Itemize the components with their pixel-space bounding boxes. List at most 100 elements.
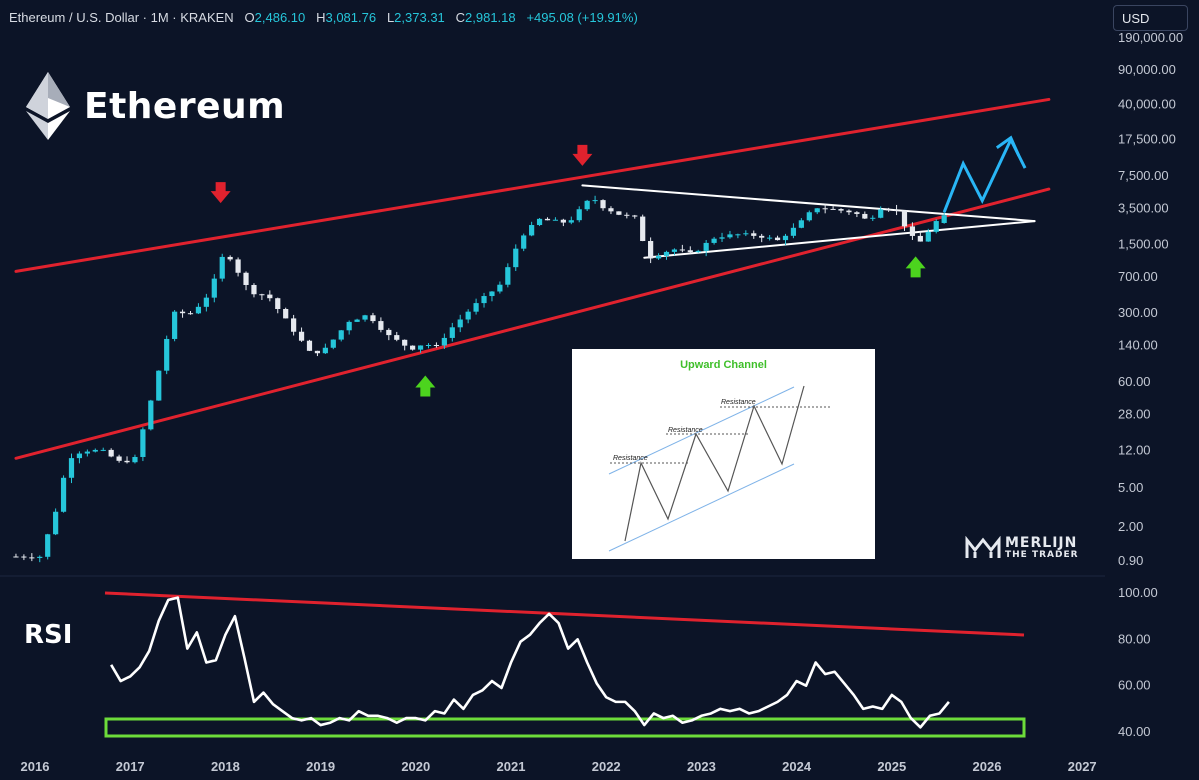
price-axis[interactable]: 190,000.00 90,000.00 40,000.00 17,500.00 7,5… (1118, 30, 1183, 568)
candle-body (449, 327, 455, 338)
high-value: 3,081.76 (325, 10, 377, 25)
candle-body (481, 296, 487, 304)
rsi-axis[interactable]: 100.00 80.00 60.00 40.00 (1118, 585, 1158, 739)
candle-body (711, 238, 717, 243)
candle-body (648, 241, 654, 259)
candle-body (941, 215, 947, 223)
ohlc-header: Ethereum / U.S. Dollar · 1M · KRAKEN O2,… (9, 10, 638, 25)
candle-body (306, 340, 313, 351)
currency-button[interactable]: USD (1113, 5, 1188, 31)
candle-body (179, 311, 186, 314)
time-tick-label: 2027 (1068, 759, 1097, 774)
triangle-upper-line (581, 184, 1036, 223)
candle-body (505, 267, 511, 285)
upward-channel-inset: Upward Channel Resistance Resistance Res… (572, 349, 875, 559)
overlay-annotations[interactable] (210, 135, 1027, 397)
price-tick-label: 140.00 (1118, 338, 1158, 353)
symbol-label[interactable]: Ethereum / U.S. Dollar · 1M · KRAKEN (9, 10, 234, 25)
watermark-line2: THE TRADER (1005, 550, 1079, 560)
close-label: C (455, 10, 466, 25)
candle-body (410, 345, 416, 350)
candle-body (560, 219, 566, 223)
candle-body (878, 209, 884, 218)
candle-body (338, 330, 344, 340)
candle-body (370, 315, 376, 322)
candle-body (441, 337, 447, 346)
rsi-trendline (104, 591, 1025, 637)
candle-body (806, 212, 812, 221)
price-tick-label: 5.00 (1118, 480, 1143, 495)
candle-body (291, 318, 297, 332)
candle-body (354, 319, 360, 322)
brand-name: Ethereum (84, 85, 286, 127)
time-tick-label: 2024 (782, 759, 812, 774)
rsi-tick-label: 100.00 (1118, 585, 1158, 600)
candle-body (124, 460, 130, 463)
candle-body (473, 303, 479, 312)
price-tick-label: 7,500.00 (1118, 168, 1169, 183)
trendline-annotations[interactable] (14, 97, 1051, 460)
price-tick-label: 0.90 (1118, 553, 1143, 568)
merlijn-watermark: MERLIJN THE TRADER (965, 536, 1079, 560)
candle-body (814, 208, 820, 213)
candle-body (600, 200, 606, 209)
candle-body (172, 311, 178, 339)
candle-body (235, 259, 241, 273)
candle-body (933, 221, 939, 232)
candle-body (886, 209, 892, 211)
candle-body (267, 294, 273, 299)
candle-body (29, 557, 35, 559)
candle-body (767, 237, 773, 239)
sell-arrow-icon (210, 182, 231, 204)
candle-body (251, 284, 257, 295)
price-tick-label: 300.00 (1118, 305, 1158, 320)
candle-body (227, 256, 233, 260)
candle-body (211, 278, 217, 298)
candle-body (164, 338, 170, 371)
inset-resistance-label: Resistance (721, 399, 756, 406)
candle-body (640, 216, 646, 242)
candle-body (727, 234, 733, 238)
candle-body (346, 321, 352, 331)
candle-body (386, 329, 392, 336)
candle-body (735, 234, 741, 236)
open-label: O (244, 10, 255, 25)
candle-body (425, 345, 432, 347)
candle-body (862, 213, 868, 219)
candle-body (53, 511, 59, 535)
candle-body (719, 237, 725, 239)
rsi-pane (104, 591, 1026, 738)
candle-body (790, 227, 797, 236)
candle-body (275, 298, 281, 310)
rsi-tick-label: 40.00 (1118, 724, 1151, 739)
candle-body (925, 231, 931, 242)
candle-body (394, 335, 400, 340)
upper-channel-line (14, 97, 1051, 273)
candle-body (203, 297, 209, 307)
candle-body (283, 309, 289, 319)
candle-body (45, 534, 51, 557)
rsi-support-zone (104, 717, 1026, 738)
sell-arrow-icon (572, 144, 593, 166)
candlestick-series (13, 195, 947, 563)
candle-body (330, 339, 336, 348)
candle-body (529, 225, 535, 236)
candle-body (108, 449, 114, 457)
candle-body (679, 249, 685, 251)
low-value: 2,373.31 (394, 10, 445, 25)
candle-body (465, 311, 471, 320)
time-axis[interactable]: 2016 2017 2018 2019 2020 2021 2022 2023 2024 2025… (21, 759, 1097, 774)
price-tick-label: 40,000.00 (1118, 96, 1176, 111)
triangle-lower-line (643, 220, 1036, 259)
candle-body (132, 456, 138, 463)
candle-body (838, 209, 844, 211)
candle-body (148, 400, 154, 430)
open-value: 2,486.10 (254, 10, 306, 25)
candle-body (433, 345, 440, 347)
candle-body (259, 294, 265, 296)
change-value: +495.08 (+19.91%) (526, 10, 638, 25)
price-tick-label: 2.00 (1118, 519, 1143, 534)
time-tick-label: 2023 (687, 759, 716, 774)
candle-body (116, 456, 122, 461)
